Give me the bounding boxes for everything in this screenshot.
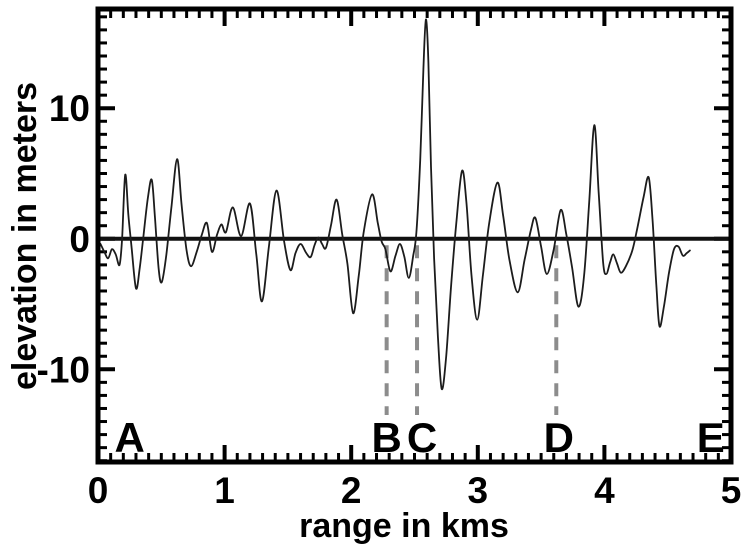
elevation-curve — [99, 18, 691, 391]
x-tick-label-5: 5 — [721, 470, 742, 511]
y-axis-label: elevation in meters — [6, 82, 44, 390]
elevation-curve-group — [99, 18, 691, 391]
x-axis-label: range in kms — [299, 507, 509, 545]
y-tick-label-0: 0 — [69, 219, 90, 260]
plot-frame — [95, 6, 734, 465]
y-tick-label-10: 10 — [49, 88, 90, 129]
tick-labels: 0 1 2 3 4 5 -10 0 10 — [37, 88, 742, 511]
marker-letter-A: A — [114, 414, 144, 461]
marker-letter-D: D — [544, 414, 574, 461]
y-tick-label--10: -10 — [37, 349, 90, 390]
x-tick-label-0: 0 — [88, 470, 109, 511]
x-tick-label-4: 4 — [594, 470, 615, 511]
marker-letter-B: B — [371, 414, 401, 461]
marker-letter-E: E — [697, 414, 725, 461]
x-tick-label-2: 2 — [341, 470, 362, 511]
x-tick-label-1: 1 — [214, 470, 235, 511]
marker-letter-C: C — [407, 414, 437, 461]
x-tick-label-3: 3 — [468, 470, 489, 511]
dashed-marker-lines — [384, 245, 559, 416]
